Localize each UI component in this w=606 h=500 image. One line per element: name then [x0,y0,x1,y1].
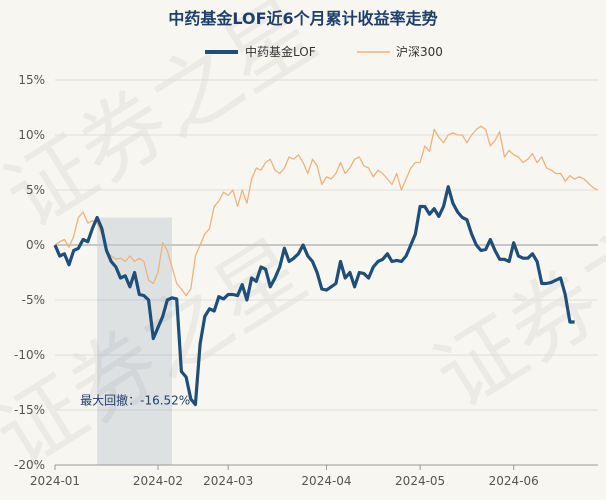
x-tick-label: 2024-05 [395,474,445,488]
x-tick-label: 2024-03 [203,474,253,488]
x-tick-label: 2024-01 [30,474,80,488]
series-lines [53,125,599,407]
legend-label-fund: 中药基金LOF [245,44,316,59]
max-drawdown-annotation: 最大回撤：-16.52% [80,393,190,408]
x-tick-label: 2024-04 [301,474,351,488]
y-tick-label: 15% [18,73,45,87]
legend: 中药基金LOF 沪深300 [205,44,443,59]
y-axis: 15% 10% 5% 0% -5% -10% -15% -20% [14,73,45,472]
series-line-fund [53,185,575,407]
chart-title: 中药基金LOF近6个月累计收益率走势 [168,9,437,28]
y-tick-label: -5% [22,293,45,307]
y-tick-label: 10% [18,128,45,142]
watermark-text-1: 证券之星 [0,0,333,248]
legend-label-csi300: 沪深300 [396,45,443,59]
y-tick-label: -20% [14,458,45,472]
y-tick-label: 0% [26,238,45,252]
series-line-csi300 [54,125,599,297]
x-axis: 2024-01 2024-02 2024-03 2024-04 2024-05 2024-… [30,464,598,488]
y-tick-label: -15% [14,403,45,417]
x-tick-label: 2024-02 [133,474,183,488]
y-tick-label: -10% [14,348,45,362]
y-tick-label: 5% [26,183,45,197]
x-tick-label: 2024-06 [489,474,539,488]
